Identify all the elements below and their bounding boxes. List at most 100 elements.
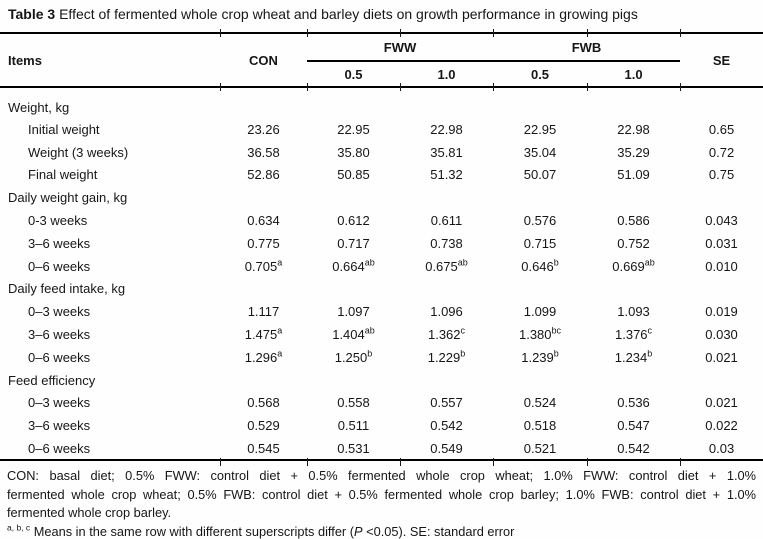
cell-value: 0.586 [617,213,650,229]
cell-value: 0.75 [708,167,735,183]
data-row: Final weight 52.86 50.85 51.32 50.07 51.09 0.7… [0,164,763,187]
cell-value: 0.612 [337,213,370,229]
column-boundary-tick [587,29,588,37]
cell-value: 1.099 [523,304,557,320]
cell-value: 1.234b [614,348,653,365]
significance-superscript: a [277,348,283,359]
data-row: 0–6 weeks 0.545 0.531 0.549 0.521 0.542 0.03 [0,437,763,460]
data-row: 0–3 weeks 1.117 1.097 1.096 1.099 1.093 0.019 [0,300,763,323]
cell-value: 0.019 [705,304,738,320]
column-boundary-tick [400,83,401,91]
cell-value: 35.04 [523,144,557,160]
row-label: 0–6 weeks [28,349,91,365]
cell-value: 0.542 [617,440,650,456]
col-header-se: SE [680,33,763,88]
cell-value: 1.229b [427,348,466,365]
significance-superscript: a [277,257,283,268]
col-header-items: Items [0,33,220,88]
data-row: Initial weight 23.26 22.95 22.98 22.95 22.98 0… [0,118,763,141]
cell-value: 0.557 [430,395,463,411]
column-boundary-tick [493,458,494,466]
row-label: 0–3 weeks [28,395,91,411]
cell-value: 0.669ab [612,257,655,274]
column-boundary-tick [680,83,681,91]
col-header-fwb-1-0: 1.0 [587,61,681,88]
cell-value: 51.32 [430,167,463,183]
significance-superscript: c [647,325,653,336]
column-boundary-tick [307,458,308,466]
significance-superscript: b [367,348,373,359]
significance-superscript: c [460,325,466,336]
footnote-significance: a, b, c Means in the same row with diffe… [7,523,756,539]
cell-value: 0.542 [430,418,463,434]
row-label: Weight (3 weeks) [28,144,129,160]
significance-superscript: b [553,257,559,268]
significance-superscript: b [647,348,653,359]
significance-superscript: ab [364,257,375,268]
row-label: 0-3 weeks [28,213,88,229]
section-row: Daily weight gain, kg [0,186,763,209]
superscript-label: a, b, c [7,522,31,533]
cell-value: 22.95 [523,121,557,137]
significance-superscript: ab [364,325,375,336]
data-row: 0–3 weeks 0.568 0.558 0.557 0.524 0.536 0.021 [0,392,763,415]
cell-value: 51.09 [617,167,650,183]
column-boundary-tick [680,29,681,37]
cell-value: 0.738 [430,235,463,251]
significance-superscript: b [553,348,559,359]
cell-value: 0.043 [705,213,738,229]
cell-value: 1.250b [334,348,373,365]
section-row: Feed efficiency [0,369,763,392]
col-header-con: CON [220,33,307,88]
table-body: Weight, kg Initial weight 23.26 22.95 22.98 2… [0,87,763,460]
cell-value: 1.380bc [518,325,562,343]
section-row: Weight, kg [0,87,763,118]
cell-value: 0.518 [523,418,557,434]
cell-value: 1.404ab [332,325,375,343]
column-boundary-tick [220,29,221,37]
cell-value: 0.752 [617,235,650,251]
data-row: 3–6 weeks 0.529 0.511 0.542 0.518 0.547 0.022 [0,414,763,437]
cell-value: 0.549 [430,440,463,456]
cell-value: 0.021 [705,395,738,411]
column-boundary-tick [587,458,588,466]
section-label: Daily weight gain, kg [8,190,128,206]
cell-value: 0.717 [337,235,370,251]
cell-value: 0.010 [705,258,738,274]
data-row: 3–6 weeks 0.775 0.717 0.738 0.715 0.752 0.031 [0,232,763,255]
cell-value: 0.511 [337,418,370,434]
significance-text-post: <0.05). SE: standard error [362,523,515,539]
cell-value: 22.98 [617,121,650,137]
data-row: 0-3 weeks 0.634 0.612 0.611 0.576 0.586 0.043 [0,209,763,232]
footnotes: CON: basal diet; 0.5% FWW: control diet … [7,467,756,539]
column-boundary-tick [587,83,588,91]
footnote-abbreviations-line: fermented whole crop wheat; 0.5% FWB: co… [7,486,756,502]
table-caption-text: Effect of fermented whole crop wheat and… [55,6,638,22]
cell-value: 0.664ab [332,257,375,274]
col-header-fww-0-5: 0.5 [307,61,400,88]
significance-superscript: bc [551,325,562,336]
row-label: 0–3 weeks [28,304,91,320]
footnote-abbreviations-line: fermented whole crop barley. [7,505,172,521]
cell-value: 50.07 [523,167,557,183]
significance-superscript: ab [457,257,468,268]
cell-value: 1.096 [430,304,463,320]
row-label: 3–6 weeks [28,327,91,343]
significance-text: Means in the same row with different sup… [30,523,355,539]
cell-value: 1.296a [244,348,283,365]
cell-value: 0.03 [708,440,735,456]
cell-value: 1.376c [615,325,653,343]
col-group-fww: FWW [307,33,494,62]
cell-value: 0.568 [247,395,280,411]
p-value-symbol: P [354,523,363,539]
cell-value: 0.524 [523,395,557,411]
cell-value: 1.362c [427,325,466,343]
cell-value: 0.675ab [425,257,468,274]
column-boundary-tick [220,458,221,466]
section-row: Daily feed intake, kg [0,278,763,301]
column-boundary-tick [680,458,681,466]
cell-value: 0.031 [705,235,738,251]
cell-value: 0.634 [247,213,280,229]
column-boundary-tick [493,83,494,91]
